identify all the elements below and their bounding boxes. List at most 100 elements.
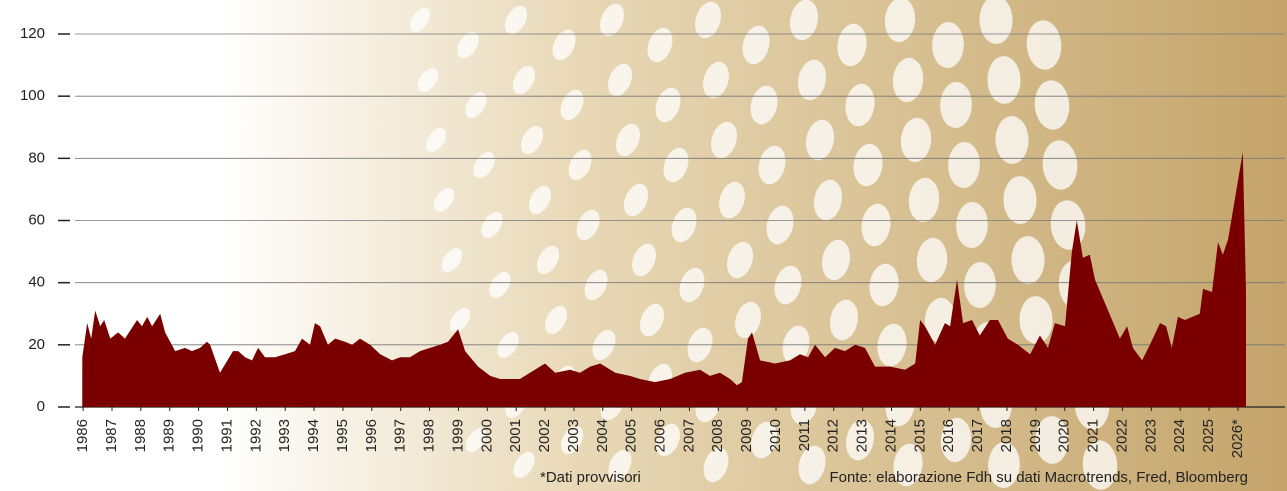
dot xyxy=(552,29,576,61)
dot xyxy=(805,119,835,161)
x-tick-label: 2019 xyxy=(1027,419,1044,452)
x-tick-label: 2026* xyxy=(1229,419,1246,458)
dot xyxy=(742,25,770,65)
x-tick-label: 2022 xyxy=(1113,419,1130,452)
note: *Dati provvisori xyxy=(540,469,641,486)
dot xyxy=(766,205,794,245)
x-tick-label: 2016 xyxy=(940,419,957,452)
dot xyxy=(750,85,778,125)
x-tick-label: 2012 xyxy=(825,419,842,452)
dot xyxy=(663,147,689,183)
dot xyxy=(631,243,657,277)
dot xyxy=(821,239,851,281)
dot xyxy=(987,56,1021,104)
x-tick-label: 2011 xyxy=(796,419,813,451)
dot xyxy=(465,91,487,119)
dot xyxy=(948,141,980,189)
dot xyxy=(568,149,592,181)
dot xyxy=(861,203,891,247)
x-tick-label: 2023 xyxy=(1142,419,1159,452)
area xyxy=(82,152,1247,407)
x-tick-label: 2006 xyxy=(651,419,668,452)
x-tick-label: 1995 xyxy=(334,419,351,452)
dot xyxy=(853,143,883,187)
dot xyxy=(1003,176,1037,224)
dot xyxy=(425,127,447,153)
x-tick-label: 1989 xyxy=(161,419,178,452)
dot xyxy=(576,209,600,241)
dot xyxy=(751,421,777,459)
dot xyxy=(1035,416,1069,464)
dot xyxy=(512,65,536,95)
source: Fonte: elaborazione Fdh su dati Macrotre… xyxy=(829,469,1248,486)
x-tick-label: 1990 xyxy=(190,419,207,452)
dot xyxy=(940,81,972,129)
dot xyxy=(441,247,463,273)
y-tick-label: 40 xyxy=(28,274,45,291)
dot xyxy=(774,265,802,305)
x-tick-label: 2003 xyxy=(565,419,582,452)
dot xyxy=(560,89,584,121)
x-tick-label: 1992 xyxy=(247,419,264,452)
dot xyxy=(608,449,632,481)
dot xyxy=(798,445,826,485)
x-tick-label: 1998 xyxy=(421,419,438,452)
x-tick-label: 2020 xyxy=(1056,419,1073,452)
dot xyxy=(892,57,924,103)
x-tick-label: 2007 xyxy=(680,419,697,452)
dot xyxy=(417,67,439,93)
x-tick-label: 1994 xyxy=(305,419,322,452)
dot xyxy=(703,61,729,99)
x-tick-label: 2000 xyxy=(478,419,495,452)
dot xyxy=(956,201,988,249)
dot xyxy=(979,0,1013,44)
x-tick-label: 1993 xyxy=(276,419,293,452)
dot xyxy=(988,441,1020,489)
dot xyxy=(1042,140,1078,190)
x-tick-label: 1999 xyxy=(449,419,466,452)
dot xyxy=(884,0,916,43)
dot xyxy=(623,183,649,217)
dot xyxy=(520,125,544,155)
dot xyxy=(481,211,503,239)
dot xyxy=(829,299,859,341)
dot xyxy=(995,116,1029,164)
x-tick-label: 2004 xyxy=(594,419,611,452)
dot xyxy=(409,7,431,33)
dot xyxy=(719,181,745,219)
dot xyxy=(560,425,584,455)
dot xyxy=(845,419,875,461)
dot xyxy=(457,31,479,59)
x-tick-label: 2008 xyxy=(709,419,726,452)
dot xyxy=(711,121,737,159)
x-tick-label: 1986 xyxy=(74,419,91,452)
x-tick-label: 2021 xyxy=(1085,419,1102,452)
dot xyxy=(1082,440,1118,490)
x-tick-label: 1987 xyxy=(103,419,120,452)
x-tick-label: 2017 xyxy=(969,419,986,452)
dot xyxy=(528,185,552,215)
y-tick-label: 20 xyxy=(28,336,45,353)
dot xyxy=(671,207,697,243)
dot xyxy=(536,245,560,275)
dot xyxy=(1034,80,1070,130)
dot xyxy=(465,427,487,453)
x-tick-label: 2002 xyxy=(536,419,553,452)
dot xyxy=(964,261,996,309)
y-tick-label: 0 xyxy=(37,398,45,415)
x-tick-label: 1991 xyxy=(218,419,235,452)
x-tick-label: 2001 xyxy=(507,419,524,452)
dot xyxy=(1011,236,1045,284)
x-tick-label: 2024 xyxy=(1171,419,1188,452)
dot xyxy=(504,5,528,35)
dot xyxy=(916,237,948,283)
dot xyxy=(433,187,455,213)
dot xyxy=(1026,20,1062,70)
dot xyxy=(639,303,665,337)
dot xyxy=(908,177,940,223)
dot xyxy=(513,451,535,479)
x-tick-label: 2013 xyxy=(854,419,871,452)
x-tick-label: 2014 xyxy=(882,419,899,452)
decoration xyxy=(409,0,1118,490)
